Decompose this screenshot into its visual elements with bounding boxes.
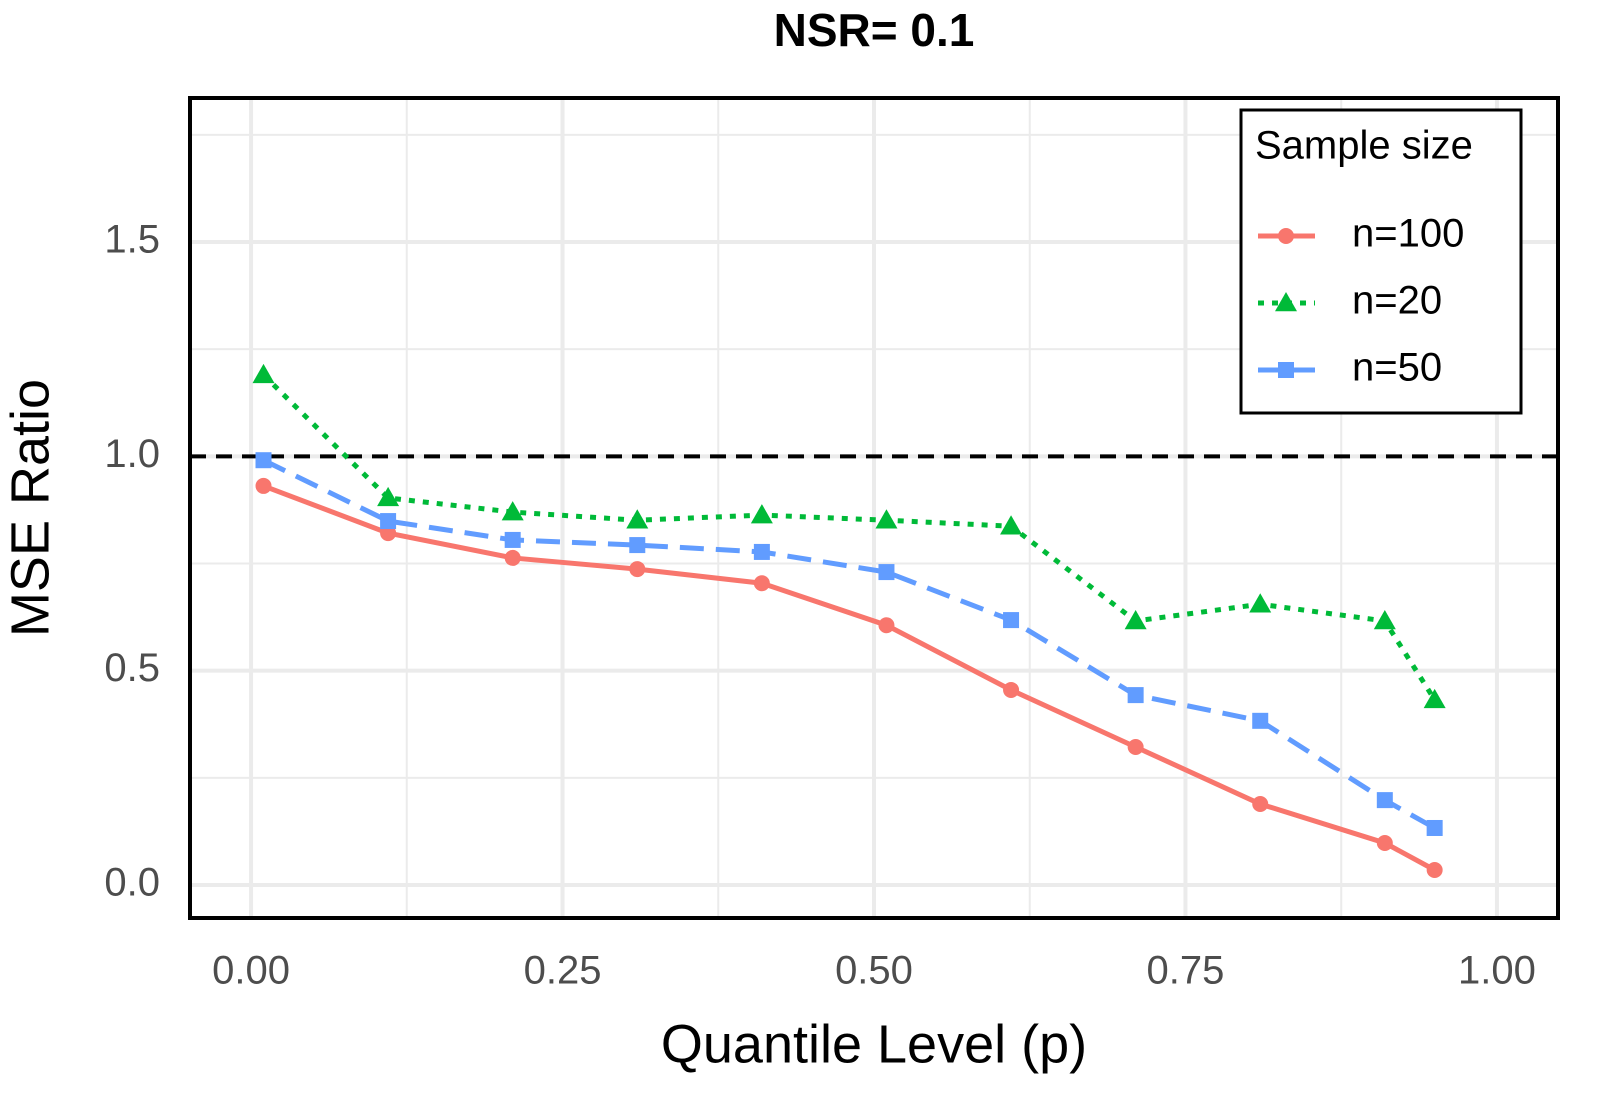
marker: [380, 525, 397, 542]
y-tick-label: 0.5: [104, 646, 160, 690]
marker: [1426, 819, 1443, 836]
marker: [1373, 609, 1396, 630]
marker: [1000, 515, 1023, 535]
x-tick-label: 0.50: [835, 949, 913, 993]
series-line: [261, 373, 1437, 702]
marker: [504, 549, 521, 566]
legend-title: Sample size: [1255, 124, 1473, 168]
y-tick-label: 0.0: [104, 861, 160, 905]
chart-title: NSR= 0.1: [774, 4, 975, 56]
marker: [753, 543, 770, 560]
marker: [380, 513, 397, 530]
marker: [1003, 681, 1020, 698]
series-line: [262, 483, 1436, 873]
marker: [255, 452, 272, 469]
y-tick-label: 1.0: [104, 432, 160, 476]
marker: [255, 477, 272, 494]
marker: [750, 504, 773, 524]
marker: [1278, 362, 1294, 378]
marker: [1275, 292, 1297, 312]
marker: [252, 363, 275, 384]
marker: [1423, 688, 1446, 709]
series-line: [262, 457, 1436, 831]
y-axis-label: MSE Ratio: [0, 379, 60, 637]
x-tick-label: 0.75: [1147, 949, 1225, 993]
marker: [504, 531, 521, 548]
marker: [629, 537, 646, 554]
marker: [1252, 712, 1269, 729]
marker: [878, 564, 895, 581]
legend-label: n=20: [1352, 279, 1442, 323]
x-tick-label: 0.00: [212, 949, 290, 993]
panel-border: [188, 96, 1560, 920]
marker: [753, 575, 770, 592]
marker: [1003, 612, 1020, 629]
marker: [875, 509, 898, 529]
marker: [1127, 687, 1144, 704]
marker: [1376, 792, 1393, 809]
marker: [1426, 861, 1443, 878]
marker: [1124, 609, 1147, 630]
y-tick-label: 1.5: [104, 218, 160, 262]
marker: [501, 501, 524, 521]
x-axis-label: Quantile Level (p): [661, 1014, 1087, 1074]
legend-label: n=100: [1352, 212, 1464, 256]
marker: [878, 617, 895, 634]
x-tick-label: 0.25: [524, 949, 602, 993]
marker: [1252, 795, 1269, 812]
marker: [1278, 228, 1294, 244]
marker: [629, 561, 646, 578]
x-tick-label: 1.00: [1458, 949, 1536, 993]
marker: [1249, 593, 1272, 613]
marker: [1127, 738, 1144, 755]
marker: [1376, 834, 1393, 851]
marker: [377, 486, 400, 507]
marker: [626, 509, 649, 529]
legend-label: n=50: [1352, 346, 1442, 390]
